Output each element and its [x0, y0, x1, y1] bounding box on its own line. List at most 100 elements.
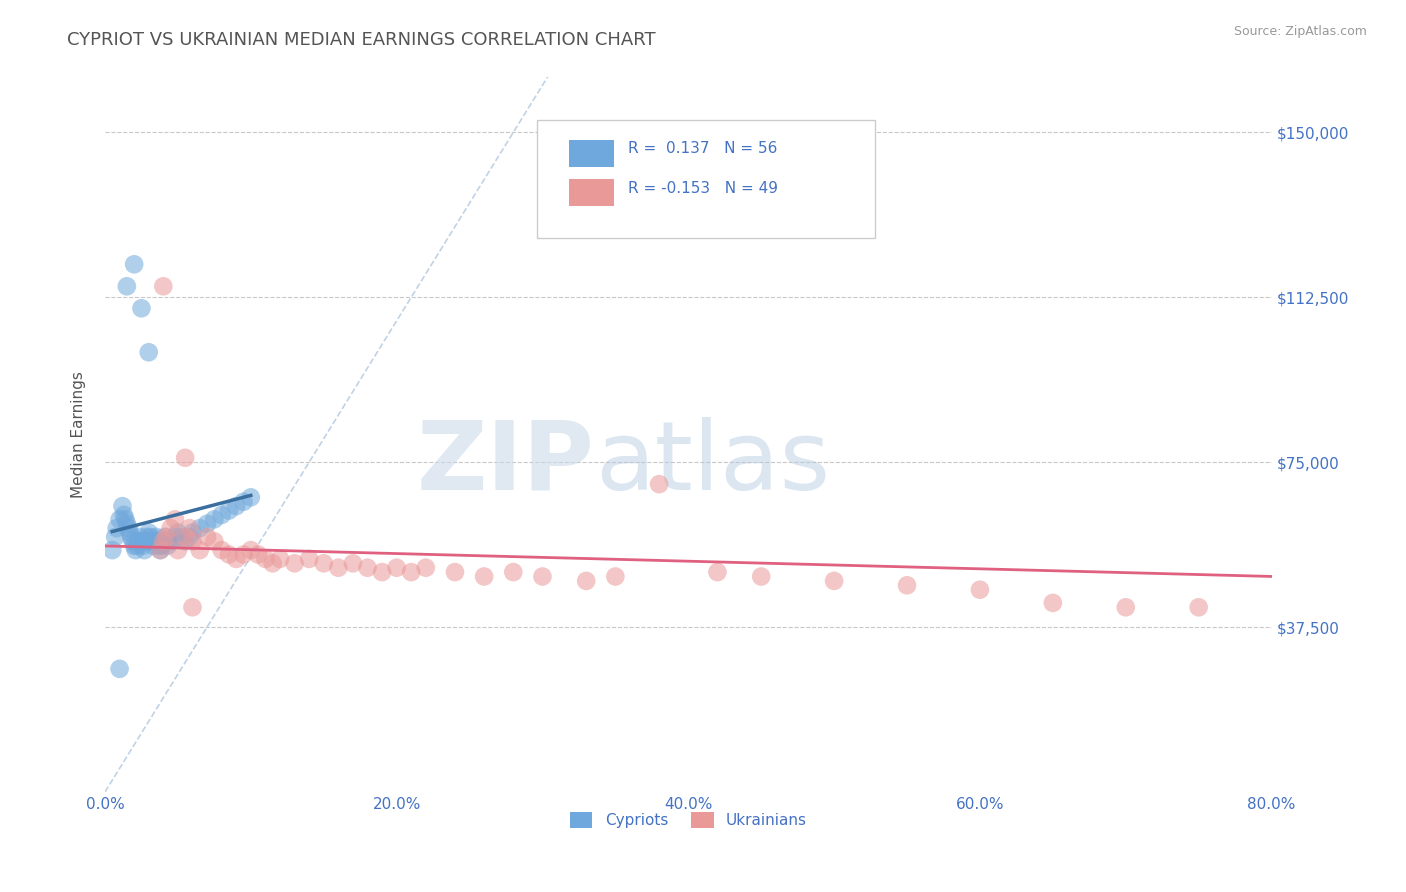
- Point: [114, 512, 136, 526]
- Point: [415, 560, 437, 574]
- Point: [115, 516, 138, 531]
- Point: [328, 560, 350, 574]
- Point: [121, 534, 143, 549]
- Point: [605, 569, 627, 583]
- Legend: Cypriots, Ukrainians: Cypriots, Ukrainians: [564, 806, 813, 834]
- Point: [211, 508, 233, 522]
- Point: [135, 534, 157, 549]
- Point: [823, 574, 845, 588]
- Point: [239, 543, 262, 558]
- Point: [122, 257, 145, 271]
- Text: R = -0.153   N = 49: R = -0.153 N = 49: [627, 181, 778, 195]
- Point: [122, 539, 145, 553]
- Point: [152, 534, 174, 549]
- Point: [181, 525, 204, 540]
- Point: [502, 565, 524, 579]
- Point: [342, 557, 364, 571]
- Point: [150, 539, 173, 553]
- Text: atlas: atlas: [595, 417, 830, 510]
- Point: [575, 574, 598, 588]
- Point: [174, 530, 197, 544]
- Point: [181, 600, 204, 615]
- Point: [167, 525, 190, 540]
- Point: [371, 565, 394, 579]
- Point: [156, 539, 179, 553]
- Point: [174, 450, 197, 465]
- Point: [112, 508, 135, 522]
- Bar: [569, 179, 613, 206]
- Point: [174, 534, 197, 549]
- Point: [138, 345, 160, 359]
- Point: [239, 491, 262, 505]
- Point: [155, 530, 177, 544]
- Point: [141, 534, 163, 549]
- Point: [211, 543, 233, 558]
- Point: [181, 534, 204, 549]
- Point: [115, 279, 138, 293]
- Point: [188, 543, 211, 558]
- Point: [159, 534, 181, 549]
- Text: ZIP: ZIP: [418, 417, 595, 510]
- Point: [472, 569, 495, 583]
- Point: [163, 530, 186, 544]
- Point: [254, 552, 277, 566]
- Point: [149, 543, 172, 558]
- Point: [225, 499, 247, 513]
- Point: [179, 521, 201, 535]
- Point: [195, 516, 218, 531]
- Point: [444, 565, 467, 579]
- Text: Source: ZipAtlas.com: Source: ZipAtlas.com: [1233, 25, 1367, 38]
- Point: [298, 552, 321, 566]
- Point: [531, 569, 554, 583]
- Point: [1042, 596, 1064, 610]
- Point: [232, 495, 254, 509]
- Point: [143, 534, 166, 549]
- Point: [131, 534, 153, 549]
- Point: [1188, 600, 1211, 615]
- Point: [124, 543, 146, 558]
- Point: [969, 582, 991, 597]
- Point: [152, 534, 174, 549]
- Point: [159, 521, 181, 535]
- Point: [120, 530, 142, 544]
- Point: [896, 578, 918, 592]
- Point: [269, 552, 291, 566]
- Text: CYPRIOT VS UKRAINIAN MEDIAN EARNINGS CORRELATION CHART: CYPRIOT VS UKRAINIAN MEDIAN EARNINGS COR…: [67, 31, 657, 49]
- Y-axis label: Median Earnings: Median Earnings: [72, 371, 86, 498]
- Point: [218, 503, 240, 517]
- Point: [356, 560, 378, 574]
- FancyBboxPatch shape: [537, 120, 875, 238]
- Point: [101, 543, 124, 558]
- Point: [202, 512, 225, 526]
- Point: [138, 525, 160, 540]
- Point: [225, 552, 247, 566]
- Point: [385, 560, 408, 574]
- Point: [136, 530, 159, 544]
- Point: [108, 512, 131, 526]
- Point: [155, 534, 177, 549]
- Point: [195, 530, 218, 544]
- Point: [117, 521, 139, 535]
- Point: [167, 543, 190, 558]
- Point: [284, 557, 307, 571]
- Point: [132, 539, 155, 553]
- Point: [105, 521, 128, 535]
- Point: [153, 530, 176, 544]
- Point: [648, 477, 671, 491]
- Point: [104, 530, 127, 544]
- Point: [163, 512, 186, 526]
- Point: [218, 548, 240, 562]
- Point: [399, 565, 422, 579]
- Point: [128, 534, 150, 549]
- Point: [312, 557, 335, 571]
- Point: [152, 279, 174, 293]
- Point: [170, 530, 193, 544]
- Point: [749, 569, 772, 583]
- Point: [111, 499, 134, 513]
- Point: [232, 548, 254, 562]
- Point: [142, 539, 165, 553]
- Point: [1115, 600, 1137, 615]
- Point: [131, 301, 153, 316]
- Point: [145, 530, 167, 544]
- Point: [706, 565, 728, 579]
